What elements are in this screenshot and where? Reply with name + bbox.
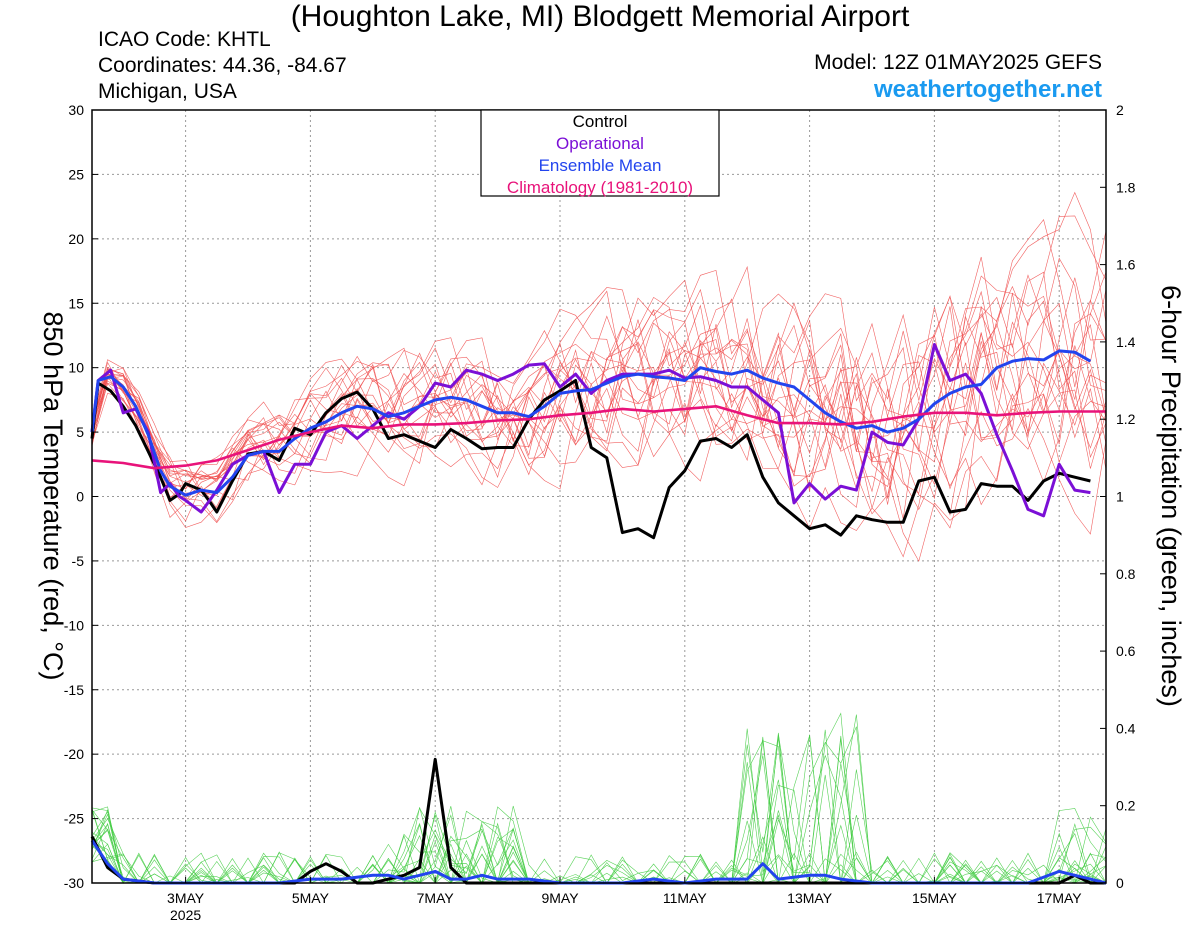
y2-tick-label: 1.2 — [1116, 411, 1136, 427]
icao-code: ICAO Code: KHTL — [98, 28, 271, 51]
x-tick-label: 5MAY — [292, 890, 330, 906]
temp-member-line — [91, 191, 1107, 490]
ensemble-members — [91, 191, 1107, 885]
brand-link[interactable]: weathertogether.net — [873, 76, 1102, 103]
legend-entry: Ensemble Mean — [539, 156, 662, 175]
y2-tick-label: 1.4 — [1116, 334, 1136, 350]
y-tick-label: -15 — [64, 682, 84, 698]
precip-member-line — [91, 712, 1107, 884]
x-tick-label: 17MAY — [1037, 890, 1083, 906]
y-axis-ticks: 30 25 20 15 10 5 0 -5 -10 -15 -20 -25 -30 — [64, 102, 98, 891]
y2-tick-label: 0.4 — [1116, 720, 1136, 736]
y-tick-label: 25 — [68, 166, 84, 182]
y2-tick-label: 0.6 — [1116, 643, 1136, 659]
x-tick-label: 9MAY — [541, 890, 579, 906]
precip-member-line — [91, 729, 1107, 884]
temp-member-line — [91, 271, 1107, 501]
legend-entry: Control — [573, 112, 628, 131]
y2-tick-label: 2 — [1116, 102, 1124, 118]
y-tick-label: 10 — [68, 360, 84, 376]
precip-member-line — [91, 714, 1107, 885]
legend-entry: Operational — [556, 134, 644, 153]
ensemble-mean-temp-line — [90, 349, 1092, 497]
temp-member-line — [91, 257, 1107, 506]
temp-member-line — [91, 215, 1107, 562]
y2-tick-label: 0.2 — [1116, 798, 1136, 814]
temp-member-line — [91, 288, 1107, 531]
x-tick-label: 15MAY — [912, 890, 958, 906]
legend-entry: Climatology (1981-2010) — [507, 178, 693, 197]
x-tick-label: 3MAY — [167, 890, 205, 906]
y2-axis-label: 6-hour Precipitation (green, inches) — [1156, 285, 1186, 707]
x-tick-label: 13MAY — [787, 890, 833, 906]
y2-tick-label: 1.8 — [1116, 179, 1136, 195]
y2-axis-ticks: 2 1.8 1.6 1.4 1.2 1 0.8 0.6 0.4 0.2 0 — [1100, 102, 1136, 891]
legend-box — [480, 109, 720, 197]
precip-member-line — [91, 735, 1107, 884]
y2-tick-label: 1 — [1116, 489, 1124, 505]
y-tick-label: 30 — [68, 102, 84, 118]
temp-member-line — [91, 270, 1107, 535]
y-tick-label: 15 — [68, 295, 84, 311]
y2-tick-label: 0.8 — [1116, 566, 1136, 582]
precip-member-line — [91, 763, 1107, 884]
legend: Control Operational Ensemble Mean Climatolo… — [480, 109, 720, 197]
precip-member-line — [91, 784, 1107, 884]
model-info: Model: 12Z 01MAY2025 GEFS — [814, 51, 1102, 74]
precip-member-line — [91, 734, 1107, 884]
y-tick-label: 5 — [76, 424, 84, 440]
y-tick-label: -30 — [64, 875, 84, 891]
temp-member-line — [91, 294, 1107, 500]
y-tick-label: -5 — [72, 553, 85, 569]
x-tick-label: 11MAY — [663, 890, 707, 906]
temp-member-line — [91, 298, 1107, 502]
precip-member-line — [91, 732, 1106, 884]
grid-lines — [92, 110, 1106, 883]
y-tick-label: -25 — [64, 811, 84, 827]
precip-member-line — [91, 726, 1107, 884]
temp-member-line — [91, 287, 1107, 520]
temp-member-line — [91, 279, 1107, 522]
y2-tick-label: 0 — [1116, 875, 1124, 891]
temp-member-line — [91, 219, 1107, 523]
chart-title: (Houghton Lake, MI) Blodgett Memorial Ai… — [290, 0, 910, 33]
climatology-temp-line — [91, 405, 1106, 470]
y-axis-label: 850 hPa Temperature (red, °C) — [38, 312, 68, 681]
station-info: ICAO Code: KHTL Coordinates: 44.36, -84.… — [98, 27, 347, 105]
x-tick-label: 7MAY — [417, 890, 455, 906]
y-tick-label: 20 — [68, 231, 84, 247]
y2-tick-label: 1.6 — [1116, 257, 1136, 273]
y-tick-label: -10 — [64, 617, 84, 633]
y-tick-label: 0 — [76, 489, 84, 505]
temp-member-line — [91, 274, 1107, 558]
station-region: Michigan, USA — [98, 80, 237, 103]
temp-member-line — [91, 230, 1107, 524]
precip-member-line — [91, 832, 1106, 884]
control-temp-line — [90, 379, 1091, 540]
station-coordinates: Coordinates: 44.36, -84.67 — [98, 54, 347, 77]
x-tick-sublabel: 2025 — [170, 907, 201, 923]
y-tick-label: -20 — [64, 746, 84, 762]
operational-temp-line — [90, 343, 1091, 518]
